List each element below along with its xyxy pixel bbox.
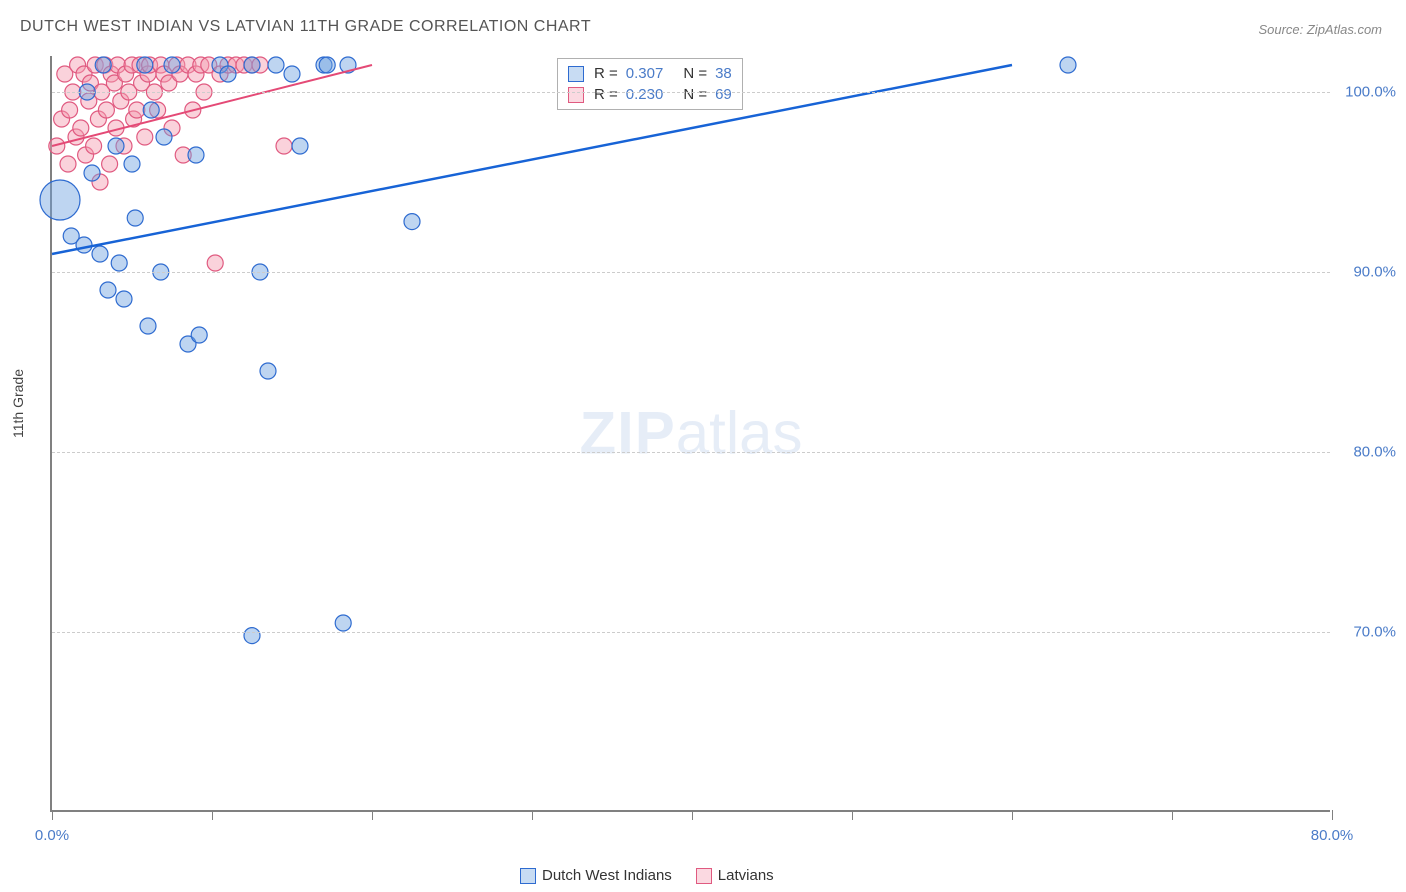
x-tick [692,810,693,820]
y-tick-label: 90.0% [1353,264,1396,281]
scatter-point [220,66,236,82]
legend-correlation: R = 0.307 N = 38 R = 0.230 N = 69 [557,58,743,110]
scatter-point [284,66,300,82]
x-tick [52,810,53,820]
y-axis-label: 11th Grade [10,369,26,438]
legend-swatch [520,868,536,884]
scatter-point [100,282,116,298]
scatter-point [164,57,180,73]
gridline [52,452,1330,453]
scatter-point [260,363,276,379]
r-value: 0.307 [626,65,664,82]
legend-series-item: Dutch West Indians [520,867,672,884]
legend-swatch [568,66,584,82]
scatter-point [62,102,78,118]
y-tick-label: 70.0% [1353,624,1396,641]
n-label: N = [683,86,707,103]
source-attribution: Source: ZipAtlas.com [1258,22,1382,37]
scatter-point [335,615,351,631]
x-tick [532,810,533,820]
scatter-point [127,210,143,226]
scatter-point [40,180,80,220]
x-tick [372,810,373,820]
legend-series-item: Latvians [696,867,774,884]
gridline [52,272,1330,273]
r-label: R = [594,65,618,82]
scatter-point [111,255,127,271]
n-value: 38 [715,65,732,82]
scatter-point [95,57,111,73]
x-tick [1012,810,1013,820]
scatter-point [276,138,292,154]
x-tick [852,810,853,820]
scatter-point [137,129,153,145]
scatter-point [156,129,172,145]
scatter-point [191,327,207,343]
plot-area: ZIPatlas R =0.307N =38R =0.230N =69 70.0… [50,56,1330,812]
n-label: N = [683,65,707,82]
chart-title: DUTCH WEST INDIAN VS LATVIAN 11TH GRADE … [20,18,591,36]
legend-series-label: Dutch West Indians [542,867,672,884]
scatter-point [188,147,204,163]
scatter-point [102,156,118,172]
scatter-point [140,318,156,334]
legend-swatch [568,87,584,103]
chart-svg [52,56,1330,810]
scatter-point [108,138,124,154]
x-tick-label: 0.0% [35,827,69,844]
scatter-point [129,102,145,118]
legend-series: Dutch West Indians Latvians [520,867,774,884]
scatter-point [292,138,308,154]
scatter-point [92,246,108,262]
legend-swatch [696,868,712,884]
x-tick [1172,810,1173,820]
legend-correlation-row: R = 0.307 N = 38 [568,63,732,84]
scatter-point [244,57,260,73]
r-label: R = [594,86,618,103]
gridline [52,92,1330,93]
scatter-point [137,57,153,73]
gridline [52,632,1330,633]
scatter-point [116,291,132,307]
n-value: 69 [715,86,732,103]
scatter-point [86,138,102,154]
y-tick-label: 80.0% [1353,444,1396,461]
x-tick [1332,810,1333,820]
scatter-point [404,214,420,230]
scatter-point [73,120,89,136]
legend-series-label: Latvians [718,867,774,884]
scatter-point [319,57,335,73]
scatter-point [60,156,76,172]
scatter-point [49,138,65,154]
r-value: 0.230 [626,86,664,103]
scatter-point [98,102,114,118]
legend-correlation-row: R = 0.230 N = 69 [568,84,732,105]
scatter-point [124,156,140,172]
scatter-point [244,628,260,644]
x-tick-label: 80.0% [1311,827,1354,844]
scatter-point [143,102,159,118]
scatter-point [76,237,92,253]
x-tick [212,810,213,820]
scatter-point [84,165,100,181]
scatter-point [207,255,223,271]
scatter-point [268,57,284,73]
scatter-point [1060,57,1076,73]
y-tick-label: 100.0% [1345,84,1396,101]
